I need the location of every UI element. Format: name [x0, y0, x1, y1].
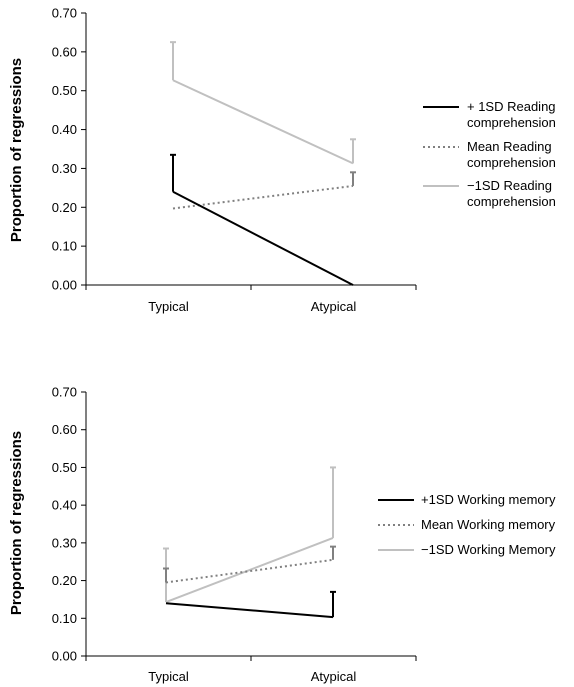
series-3 [170, 41, 356, 165]
legend-label: −1SD Reading comprehension [467, 178, 556, 209]
y-tick-label: 0.40 [52, 122, 77, 137]
y-axis-title: Proportion of regressions [8, 431, 25, 615]
y-tick-label: 0.20 [52, 573, 77, 588]
series-1 [165, 590, 336, 619]
y-tick-label: 0.30 [52, 161, 77, 176]
legend-label: + 1SD Reading comprehension [467, 99, 556, 130]
y-tick-label: 0.20 [52, 200, 77, 215]
x-tick-label: Atypical [311, 669, 357, 684]
series-3 [163, 466, 336, 604]
y-tick-label: 0.70 [52, 6, 77, 21]
x-tick-label: Atypical [311, 299, 357, 314]
series-2 [163, 545, 336, 584]
y-tick-label: 0.10 [52, 611, 77, 626]
legend-label: −1SD Working Memory [421, 542, 556, 557]
chart-1: 0.00 0.10 0.20 0.30 0.40 0.50 0.60 0.70 Typical A… [8, 6, 556, 315]
legend: + 1SD Reading comprehension Mean Reading co… [423, 99, 556, 209]
series-line [165, 537, 334, 604]
series-line [172, 79, 354, 165]
x-tick-label: Typical [148, 669, 189, 684]
legend-label: Mean Working memory [421, 517, 556, 532]
y-tick-label: 0.50 [52, 460, 77, 475]
series-1 [170, 153, 354, 286]
y-axis-title: Proportion of regressions [8, 58, 25, 242]
series-line [165, 558, 334, 584]
y-tick-label: 0.60 [52, 422, 77, 437]
x-tick-label: Typical [148, 299, 189, 314]
series-line [165, 602, 334, 619]
series-line [172, 184, 354, 210]
chart-2: 0.00 0.10 0.20 0.30 0.40 0.50 0.60 0.70 Typical A… [8, 385, 556, 685]
y-tick-label: 0.00 [52, 649, 77, 664]
y-tick-label: 0.40 [52, 498, 77, 513]
series-2 [172, 171, 356, 210]
y-tick-label: 0.70 [52, 385, 77, 400]
y-tick-label: 0.30 [52, 535, 77, 550]
series-line [172, 190, 354, 286]
y-tick-label: 0.00 [52, 278, 77, 293]
legend-label: Mean Reading comprehension [467, 139, 556, 170]
legend: +1SD Working memory Mean Working memory −1… [378, 492, 556, 557]
y-tick-label: 0.50 [52, 83, 77, 98]
y-tick-label: 0.10 [52, 239, 77, 254]
legend-label: +1SD Working memory [421, 492, 556, 507]
y-tick-label: 0.60 [52, 44, 77, 59]
